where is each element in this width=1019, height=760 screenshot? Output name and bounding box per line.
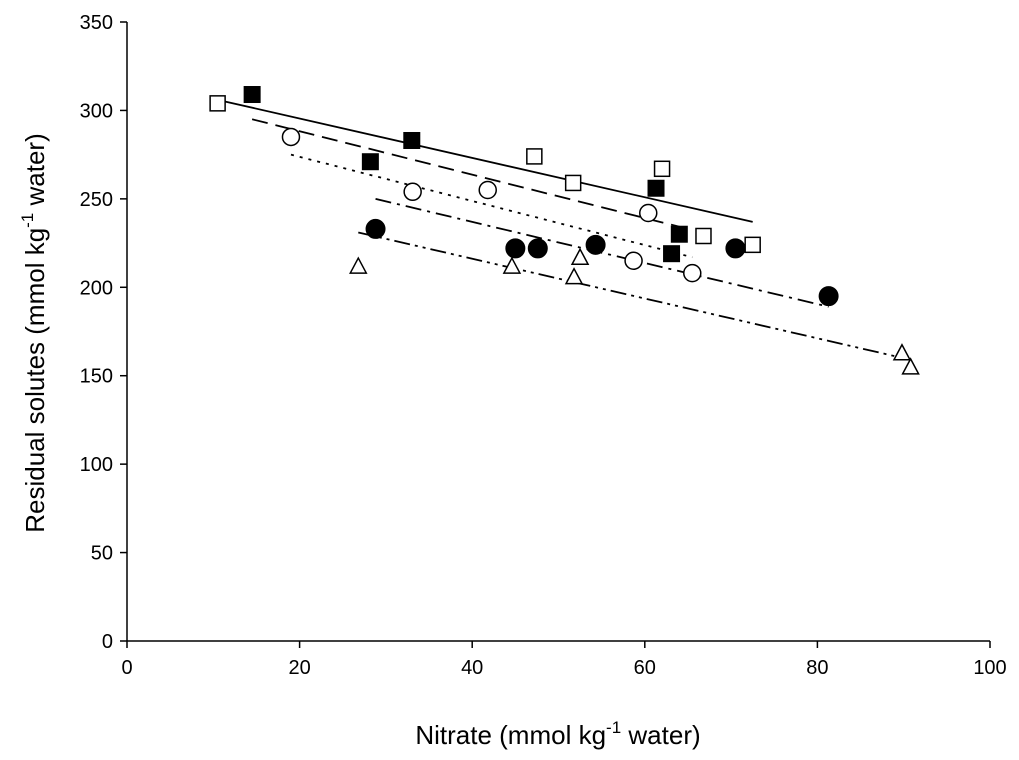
- data-point-square-filled: [670, 225, 688, 243]
- data-point-circle-open: [478, 180, 497, 200]
- y-tick-label: 100: [80, 454, 113, 476]
- data-point-triangle-open: [349, 256, 368, 274]
- data-point-square-open: [695, 227, 712, 245]
- data-markers: [209, 86, 920, 375]
- data-point-square-filled: [403, 131, 421, 149]
- y-tick-label: 300: [80, 100, 113, 122]
- y-axis-title: Residual solutes (mmol kg-1 water): [18, 133, 50, 532]
- data-point-square-open: [209, 95, 226, 112]
- data-point-square-open: [744, 236, 761, 254]
- data-point-circle-open: [639, 203, 658, 223]
- data-point-square-open: [564, 174, 582, 192]
- data-point-square-open: [526, 148, 543, 165]
- fit-line-dash-dot: [375, 197, 829, 308]
- data-point-circle-filled: [818, 286, 839, 307]
- x-tick-label: 40: [461, 657, 483, 679]
- y-tick-label: 0: [102, 631, 113, 653]
- data-point-circle-filled: [585, 234, 606, 255]
- data-point-triangle-open: [502, 256, 522, 274]
- data-point-square-filled: [663, 245, 681, 263]
- data-point-circle-open: [683, 263, 702, 283]
- x-tick-label: 80: [806, 657, 828, 679]
- x-tick-label: 20: [288, 657, 310, 679]
- y-tick-label: 350: [80, 12, 113, 34]
- x-tick-label: 0: [121, 657, 132, 679]
- y-tick-label: 200: [80, 277, 113, 299]
- y-tick-label: 250: [80, 189, 113, 211]
- fit-line-dashed: [251, 118, 689, 230]
- data-point-square-filled: [647, 179, 665, 197]
- data-point-square-open: [653, 160, 671, 178]
- data-point-square-filled: [361, 153, 379, 171]
- data-point-triangle-open: [892, 343, 912, 361]
- data-point-triangle-open: [564, 267, 584, 285]
- fit-line-dotted: [290, 153, 693, 259]
- x-axis-title-superscript: -1: [606, 718, 621, 737]
- x-tick-label: 60: [634, 657, 656, 679]
- data-point-circle-open: [403, 182, 422, 202]
- fit-line-solid: [217, 98, 753, 223]
- x-tick-label: 100: [973, 657, 1006, 679]
- data-point-triangle-open: [570, 247, 590, 265]
- data-point-circle-open: [281, 127, 301, 147]
- data-point-circle-filled: [527, 238, 548, 259]
- data-point-square-filled: [243, 86, 261, 104]
- data-point-circle-filled: [365, 218, 386, 239]
- y-tick-label: 150: [80, 366, 113, 388]
- data-point-circle-filled: [505, 238, 526, 259]
- y-axis-title-superscript: -1: [18, 213, 37, 228]
- data-point-triangle-open: [901, 357, 920, 375]
- data-point-circle-open: [624, 251, 643, 271]
- data-point-circle-filled: [725, 238, 746, 259]
- axes: 0 50 100 150 200 250 300 350 0 20 40 60 80 100: [80, 12, 1007, 679]
- y-tick-label: 50: [91, 543, 113, 565]
- fit-lines: [217, 98, 911, 361]
- x-axis-title: Nitrate (mmol kg-1 water): [415, 718, 700, 750]
